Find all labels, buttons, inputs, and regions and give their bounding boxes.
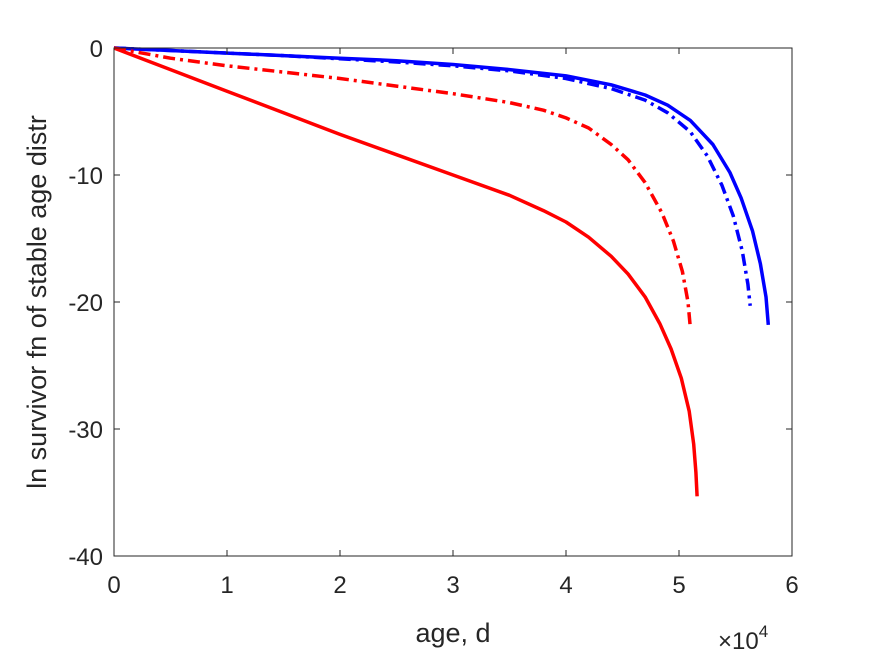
x-tick-label: 0: [107, 572, 120, 599]
series-line-3: [113, 46, 693, 328]
y-tick-label: -30: [68, 417, 103, 444]
y-tick-label: -10: [68, 163, 103, 190]
y-tick-label: -20: [68, 290, 103, 317]
x-tick-label: 1: [220, 572, 233, 599]
series-line-2: [113, 46, 752, 306]
y-tick-label: 0: [90, 36, 103, 63]
x-tick-label: 6: [785, 572, 798, 599]
x-exponent-base: ×10: [718, 628, 759, 655]
x-exponent-power: 4: [759, 622, 768, 641]
tick-layer: 0 1 2 3 4 5 6 -40 -30 -20 -10 0: [68, 36, 798, 599]
x-tick-label: 3: [446, 572, 459, 599]
x-exponent: ×104: [718, 622, 768, 655]
x-axis-label: age, d: [415, 618, 490, 648]
series-layer: [113, 46, 771, 497]
plot-background: [114, 48, 792, 556]
y-tick-label: -40: [68, 544, 103, 571]
x-tick-label: 5: [672, 572, 685, 599]
series-line-4: [113, 46, 699, 497]
x-tick-label: 2: [333, 572, 346, 599]
y-axis-label: ln survivor fn of stable age distr: [22, 115, 52, 489]
x-tick-label: 4: [559, 572, 572, 599]
